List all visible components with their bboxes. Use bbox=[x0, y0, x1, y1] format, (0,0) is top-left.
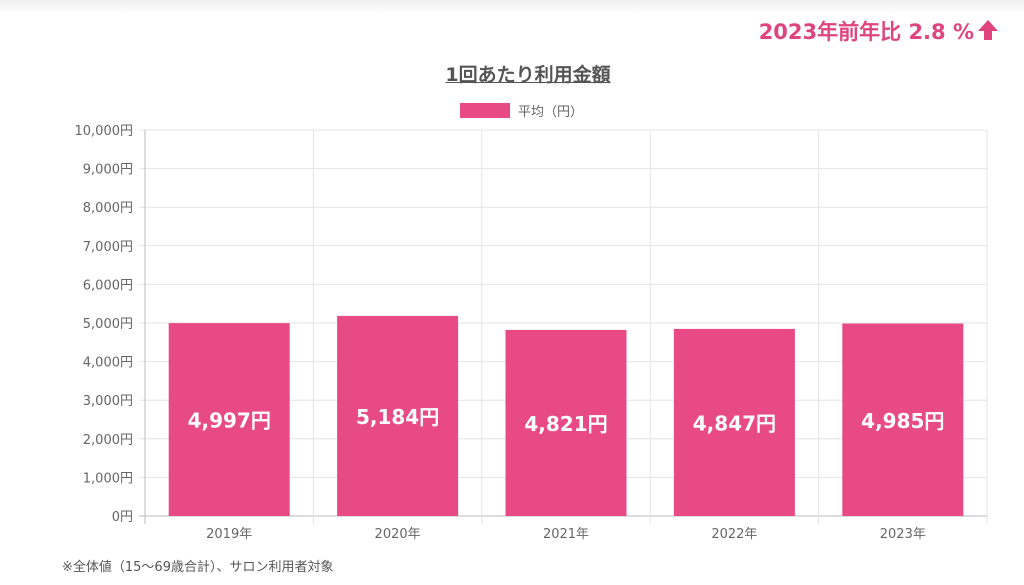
arrow-up-icon bbox=[978, 19, 998, 40]
footnote: ※全体値（15～69歳合計）、サロン利用者対象 bbox=[62, 560, 334, 575]
y-tick-label: 3,000円 bbox=[83, 394, 133, 409]
bar-data-label: 4,821円 bbox=[524, 412, 607, 436]
legend[interactable]: 平均（円） bbox=[460, 101, 583, 120]
y-tick-label: 10,000円 bbox=[75, 124, 134, 139]
y-tick-label: 9,000円 bbox=[83, 163, 133, 178]
top-bar bbox=[0, 0, 1024, 14]
x-tick-label: 2023年 bbox=[880, 527, 926, 542]
x-tick-label: 2019年 bbox=[206, 527, 252, 542]
legend-swatch bbox=[460, 103, 510, 118]
bar bbox=[337, 315, 459, 516]
y-tick-label: 7,000円 bbox=[83, 240, 133, 255]
bar bbox=[842, 323, 964, 516]
yoy-text: 2023年前年比 2.8 % bbox=[758, 20, 974, 44]
y-tick-label: 8,000円 bbox=[83, 201, 133, 216]
bar bbox=[673, 328, 795, 516]
y-tick-label: 4,000円 bbox=[83, 356, 133, 371]
bar-data-label: 4,847円 bbox=[693, 411, 776, 435]
bar bbox=[505, 329, 627, 516]
y-tick-label: 2,000円 bbox=[83, 433, 133, 448]
y-tick-label: 1,000円 bbox=[83, 471, 133, 486]
y-tick-label: 6,000円 bbox=[83, 278, 133, 293]
x-tick-label: 2022年 bbox=[711, 527, 757, 542]
y-tick-label: 0円 bbox=[112, 510, 133, 525]
bar-data-label: 5,184円 bbox=[356, 405, 439, 429]
x-tick-label: 2021年 bbox=[543, 527, 589, 542]
bar-data-label: 4,997円 bbox=[188, 409, 271, 433]
x-tick-label: 2020年 bbox=[375, 527, 421, 542]
bar-data-label: 4,985円 bbox=[861, 409, 944, 433]
bar bbox=[168, 323, 290, 516]
yoy-indicator: 2023年前年比 2.8 % bbox=[759, 16, 998, 46]
y-tick-label: 5,000円 bbox=[83, 317, 133, 332]
chart-title: 1回あたり利用金額 bbox=[445, 64, 611, 86]
legend-label: 平均（円） bbox=[518, 105, 584, 120]
